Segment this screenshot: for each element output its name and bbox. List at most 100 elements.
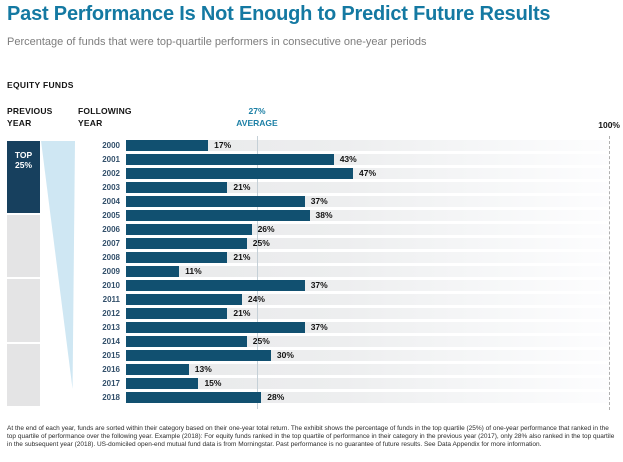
bar-track: 25% <box>126 336 609 347</box>
bar-track: 26% <box>126 224 609 235</box>
axis-max-label: 100% <box>598 120 620 130</box>
year-label: 2018 <box>102 393 120 402</box>
bar <box>126 364 189 375</box>
page-title: Past Performance Is Not Enough to Predic… <box>7 3 551 25</box>
average-word: AVERAGE <box>236 117 278 128</box>
bar-track: 38% <box>126 210 609 221</box>
value-label: 24% <box>247 294 265 304</box>
page-subtitle: Percentage of funds that were top-quarti… <box>7 36 427 48</box>
section-label: EQUITY FUNDS <box>7 80 74 90</box>
value-label: 15% <box>204 378 222 388</box>
value-label: 17% <box>214 140 232 150</box>
bar <box>126 210 310 221</box>
year-label: 2002 <box>102 169 120 178</box>
year-label: 2012 <box>102 309 120 318</box>
bar-row: 2017 15% <box>0 378 609 389</box>
value-label: 13% <box>194 364 212 374</box>
bar-row: 2003 21% <box>0 182 609 193</box>
bar <box>126 322 305 333</box>
bar-row: 2016 13% <box>0 364 609 375</box>
bar-track: 11% <box>126 266 609 277</box>
year-label: 2004 <box>102 197 120 206</box>
bar-row: 2001 43% <box>0 154 609 165</box>
previous-year-column-header: PREVIOUS YEAR <box>7 106 53 128</box>
top-quartile-box: TOP 25% <box>7 141 40 213</box>
bar-row: 2011 24% <box>0 294 609 305</box>
bar <box>126 182 228 193</box>
year-label: 2017 <box>102 379 120 388</box>
bar-rows: 2000 17% 2001 43% 2002 47% 2003 21% 2004… <box>0 140 609 406</box>
year-label: 2010 <box>102 281 120 290</box>
following-year-column-header: FOLLOWING YEAR <box>78 106 132 128</box>
year-label: 2006 <box>102 225 120 234</box>
bar <box>126 168 353 179</box>
bar-track: 25% <box>126 238 609 249</box>
year-label: 2008 <box>102 253 120 262</box>
bar-track: 13% <box>126 364 609 375</box>
quartile-box-3 <box>7 279 40 342</box>
bar-track: 21% <box>126 252 609 263</box>
bar <box>126 238 247 249</box>
value-label: 38% <box>315 210 333 220</box>
average-annotation: 27% AVERAGE <box>217 106 297 129</box>
average-value: 27% <box>248 106 266 116</box>
bar-row: 2009 11% <box>0 266 609 277</box>
value-label: 26% <box>257 224 275 234</box>
year-label: 2005 <box>102 211 120 220</box>
bar-track: 15% <box>126 378 609 389</box>
value-label: 43% <box>339 154 357 164</box>
bar-track: 21% <box>126 308 609 319</box>
average-reference-line <box>257 136 258 409</box>
bar-row: 2012 21% <box>0 308 609 319</box>
bar-row: 2014 25% <box>0 336 609 347</box>
bar-track: 43% <box>126 154 609 165</box>
bar <box>126 378 199 389</box>
quartile-box-4 <box>7 343 40 406</box>
quartile-box-2 <box>7 214 40 277</box>
year-label: 2011 <box>102 295 120 304</box>
value-label: 37% <box>310 196 328 206</box>
year-label: 2003 <box>102 183 120 192</box>
bar <box>126 350 271 361</box>
bar-row: 2013 37% <box>0 322 609 333</box>
year-label: 2007 <box>102 239 120 248</box>
value-label: 47% <box>359 168 377 178</box>
value-label: 21% <box>233 308 251 318</box>
bar-row: 2005 38% <box>0 210 609 221</box>
year-label: 2001 <box>102 155 120 164</box>
bar <box>126 336 247 347</box>
bar <box>126 280 305 291</box>
bar-row: 2008 21% <box>0 252 609 263</box>
value-label: 30% <box>276 350 294 360</box>
year-label: 2014 <box>102 337 120 346</box>
bar-track: 37% <box>126 196 609 207</box>
bar <box>126 308 228 319</box>
footnote: At the end of each year, funds are sorte… <box>7 425 615 448</box>
bar <box>126 294 242 305</box>
top-quartile-label-line2: 25% <box>14 160 32 170</box>
value-label: 28% <box>267 392 285 402</box>
bar-track: 47% <box>126 168 609 179</box>
bar-track: 24% <box>126 294 609 305</box>
year-label: 2015 <box>102 351 120 360</box>
bar-track: 21% <box>126 182 609 193</box>
bar-chart: TOP 25% 2000 17% 2001 43% 2002 47% <box>0 136 623 412</box>
bar <box>126 196 305 207</box>
bar-row: 2018 28% <box>0 392 609 403</box>
value-label: 21% <box>233 182 251 192</box>
bar <box>126 266 180 277</box>
bar-track: 28% <box>126 392 609 403</box>
bar <box>126 252 228 263</box>
axis-max-dashed-line <box>609 136 610 410</box>
value-label: 37% <box>310 322 328 332</box>
bar-track: 30% <box>126 350 609 361</box>
top-quartile-label-line1: TOP <box>14 150 33 160</box>
value-label: 37% <box>310 280 328 290</box>
value-label: 25% <box>252 336 270 346</box>
bar-row: 2004 37% <box>0 196 609 207</box>
bar-row: 2015 30% <box>0 350 609 361</box>
bar <box>126 154 334 165</box>
year-label: 2009 <box>102 267 120 276</box>
bar-track: 17% <box>126 140 609 151</box>
